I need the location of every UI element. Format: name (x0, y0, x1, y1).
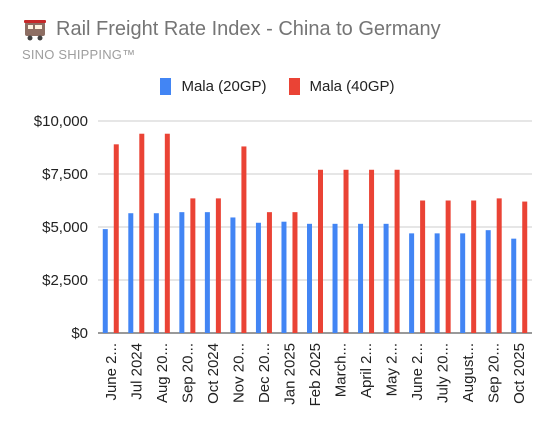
x-tick-label: May 2... (384, 343, 401, 396)
bar-40gp[interactable] (496, 198, 502, 333)
x-tick-label: Sep 20... (179, 343, 196, 403)
train-icon (24, 19, 46, 40)
x-tick-label: Jan 2025 (281, 343, 298, 405)
bar-20gp[interactable] (383, 223, 389, 333)
x-tick-label: Jul 2024 (128, 343, 145, 400)
bar-40gp[interactable] (241, 146, 247, 333)
x-tick-label: March... (333, 343, 350, 397)
bar-40gp[interactable] (292, 212, 298, 333)
y-tick-label: $2,500 (42, 272, 88, 289)
x-tick-label: Oct 2024 (205, 343, 222, 404)
x-tick-label: June 2... (103, 343, 120, 401)
bar-40gp[interactable] (113, 144, 119, 333)
legend-swatch-40gp (288, 78, 300, 95)
legend-item-40gp[interactable]: Mala (40GP) (288, 78, 395, 95)
x-tick-label: April 2... (358, 343, 375, 398)
bar-20gp[interactable] (460, 233, 466, 333)
x-tick-label: Feb 2025 (307, 343, 324, 406)
legend-label-40gp: Mala (40GP) (309, 78, 395, 95)
y-tick-label: $7,500 (42, 166, 88, 183)
y-tick-label: $5,000 (42, 219, 88, 236)
x-axis-ticks: June 2... Jul 2024 Aug 20... Sep 20... Oct 2… (103, 343, 528, 406)
bar-40gp[interactable] (164, 133, 170, 333)
chart-title: Rail Freight Rate Index - China to Germa… (56, 18, 441, 40)
bar-20gp[interactable] (332, 223, 338, 333)
legend-label-20gp: Mala (20GP) (181, 78, 267, 95)
chart-header: Rail Freight Rate Index - China to Germa… (22, 18, 441, 62)
bar-40gp[interactable] (215, 198, 221, 333)
bar-20gp[interactable] (358, 223, 364, 333)
bar-40gp[interactable] (420, 200, 426, 334)
bar-20gp[interactable] (307, 223, 312, 333)
x-tick-label: June 2... (409, 343, 426, 401)
bars (102, 133, 528, 334)
bar-40gp[interactable] (394, 169, 400, 333)
x-tick-label: Aug 20... (154, 343, 171, 403)
bar-20gp[interactable] (128, 213, 134, 333)
legend-swatch-20gp (160, 78, 172, 95)
bar-20gp[interactable] (485, 230, 491, 333)
x-tick-label: August... (460, 343, 477, 402)
bar-40gp[interactable] (266, 212, 272, 333)
grid-layer (98, 120, 532, 334)
bar-20gp[interactable] (179, 212, 185, 333)
bar-20gp[interactable] (281, 221, 287, 333)
bar-40gp[interactable] (522, 201, 528, 333)
chart-subtitle: SINO SHIPPING™ (22, 47, 136, 62)
bar-40gp[interactable] (343, 169, 349, 333)
y-tick-label: $0 (71, 325, 88, 342)
y-tick-label: $10,000 (34, 113, 88, 130)
bar-20gp[interactable] (230, 217, 236, 333)
legend-item-20gp[interactable]: Mala (20GP) (160, 78, 267, 95)
x-tick-label: Oct 2025 (511, 343, 528, 404)
title-row: Rail Freight Rate Index - China to Germa… (22, 18, 441, 41)
legend: Mala (20GP) Mala (40GP) (0, 78, 555, 95)
bar-40gp[interactable] (190, 198, 196, 333)
bar-20gp[interactable] (102, 229, 108, 333)
bar-40gp[interactable] (139, 133, 145, 333)
bar-20gp[interactable] (511, 238, 517, 333)
bar-20gp[interactable] (434, 233, 440, 333)
bar-20gp[interactable] (409, 233, 415, 333)
x-tick-label: Sep 20... (486, 343, 503, 403)
bar-20gp[interactable] (204, 212, 210, 333)
bar-20gp[interactable] (255, 222, 261, 333)
x-tick-label: Dec 20... (256, 343, 273, 403)
x-tick-label: July 20... (435, 343, 452, 403)
y-axis-ticks: $0 $2,500 $5,000 $7,500 $10,000 (34, 113, 88, 342)
bar-20gp[interactable] (153, 213, 159, 333)
bar-40gp[interactable] (369, 169, 375, 333)
bar-40gp[interactable] (445, 200, 451, 334)
x-tick-label: Nov 20... (230, 343, 247, 403)
bar-40gp[interactable] (318, 169, 323, 333)
bar-40gp[interactable] (471, 200, 477, 334)
